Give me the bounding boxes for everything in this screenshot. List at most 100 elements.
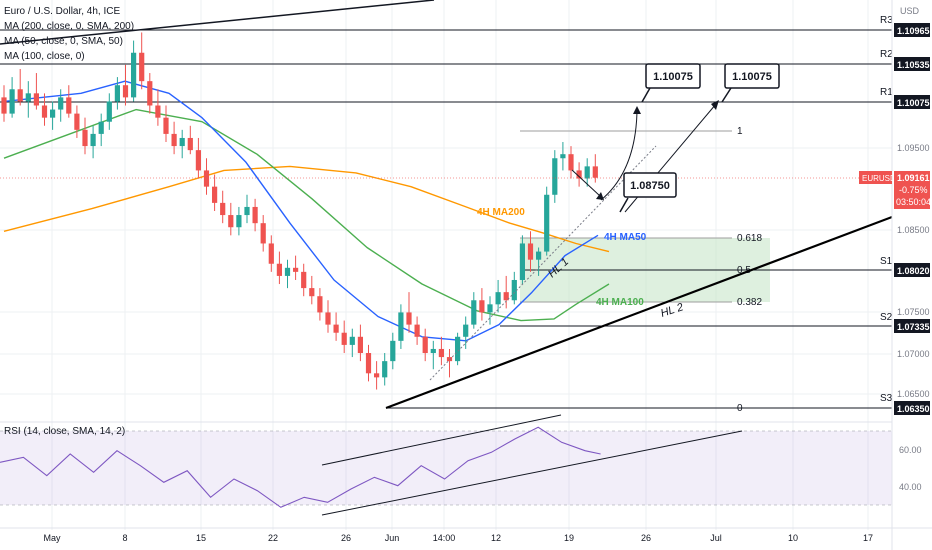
- candle: [301, 263, 307, 297]
- indicator-ma100[interactable]: MA (100, close, 0): [4, 51, 85, 62]
- ma200-label: 4H MA200: [477, 207, 525, 218]
- fib-label-0618: 0.618: [737, 233, 762, 244]
- indicator-ma50[interactable]: MA (50, close, 0, SMA, 50): [4, 36, 123, 47]
- candle: [33, 73, 39, 110]
- candle-body: [592, 166, 598, 178]
- candle: [244, 194, 250, 224]
- candle-body: [301, 271, 307, 289]
- s3-price-tag: 1.06350: [897, 404, 930, 414]
- s2-label: S2: [880, 312, 893, 323]
- candle-body: [374, 373, 380, 378]
- ma100-line-layer: [3, 108, 610, 322]
- time-tick-may: May: [43, 533, 61, 543]
- level-tags: [894, 23, 930, 415]
- candle: [155, 89, 161, 126]
- candle: [163, 105, 169, 143]
- candle-body: [527, 243, 534, 260]
- rsi-legend: RSI (14, close, SMA, 14, 2): [4, 424, 125, 439]
- candle-body: [203, 170, 210, 187]
- candle-body: [25, 93, 31, 102]
- ma100-label: 4H MA100: [596, 297, 644, 308]
- candle: [220, 190, 226, 224]
- callout-2-pointer: [721, 87, 732, 103]
- candle: [519, 235, 525, 285]
- candle-body: [17, 89, 23, 102]
- hl2-trendline: [385, 215, 893, 410]
- candle-body: [131, 52, 137, 98]
- candle-body: [33, 93, 39, 106]
- candle: [495, 279, 501, 313]
- candle: [406, 292, 412, 333]
- candle-body: [333, 324, 339, 333]
- candle-body: [406, 312, 412, 325]
- candle: [74, 105, 80, 138]
- candle: [114, 77, 120, 110]
- candle-body: [236, 215, 242, 228]
- rsi-lower-channel: [321, 430, 743, 516]
- candle: [58, 89, 64, 122]
- candle: [131, 40, 137, 102]
- rsi-line-layer: [0, 426, 601, 508]
- candle-body: [317, 296, 323, 313]
- candle-body: [252, 206, 258, 224]
- chart-legend: Euro / U.S. Dollar, 4h, ICE MA (200, clo…: [4, 4, 134, 64]
- price-tick-2: 1.08500: [897, 225, 930, 235]
- price-tick-4: 1.07000: [897, 349, 930, 359]
- candle: [390, 332, 396, 370]
- candle-body: [398, 312, 404, 341]
- candle: [82, 117, 88, 155]
- candle-body: [536, 251, 542, 260]
- fib-label-0382: 0.382: [737, 297, 762, 308]
- candle-body: [495, 292, 501, 305]
- candle: [487, 296, 493, 325]
- candle-body: [114, 85, 120, 102]
- r2-label: R2: [880, 49, 893, 60]
- time-tick-22: 22: [268, 533, 278, 543]
- fib-label-1: 1: [737, 126, 743, 137]
- rsi-indicator-label[interactable]: RSI (14, close, SMA, 14, 2): [4, 426, 126, 437]
- candle: [584, 158, 590, 187]
- candle: [284, 259, 291, 289]
- candle: [17, 68, 23, 106]
- candle: [536, 247, 542, 276]
- rsi-line: [0, 426, 601, 508]
- candle: [560, 142, 566, 171]
- r3-price-tag: 1.10965: [897, 26, 930, 36]
- candle-body: [487, 304, 493, 313]
- candle: [268, 235, 274, 272]
- candle: [1, 85, 7, 122]
- r3-label: R3: [880, 15, 893, 26]
- candle-body: [260, 223, 266, 244]
- symbol-title[interactable]: Euro / U.S. Dollar, 4h, ICE: [4, 6, 121, 17]
- candle-body: [268, 243, 274, 264]
- candle-body: [212, 186, 218, 203]
- candle-body: [438, 348, 444, 358]
- candle: [455, 332, 461, 366]
- indicator-ma200[interactable]: MA (200, close, 0, SMA, 200): [4, 21, 135, 32]
- candle: [90, 125, 96, 159]
- candle: [203, 158, 210, 195]
- candle: [122, 64, 129, 106]
- candle-body: [584, 166, 590, 179]
- candle: [463, 316, 469, 349]
- candle-body: [341, 332, 347, 345]
- candle-body: [187, 137, 193, 151]
- candle: [544, 186, 550, 256]
- candle-body: [228, 215, 234, 228]
- candle-body: [471, 300, 477, 325]
- candle-body: [82, 129, 88, 147]
- candle: [325, 300, 331, 333]
- candle: [365, 344, 372, 382]
- candle-body: [576, 170, 582, 179]
- candle-body: [422, 336, 428, 354]
- time-tick-12: 12: [491, 533, 501, 543]
- last-price-countdown: 03:50:04: [896, 197, 931, 207]
- rsi-tick-40: 40.00: [899, 482, 922, 492]
- candle: [382, 353, 388, 386]
- time-tick-8: 8: [122, 533, 127, 543]
- candle: [187, 125, 193, 155]
- pullback-arrow: [596, 192, 604, 200]
- candle-body: [244, 206, 250, 216]
- candle-body: [58, 97, 64, 110]
